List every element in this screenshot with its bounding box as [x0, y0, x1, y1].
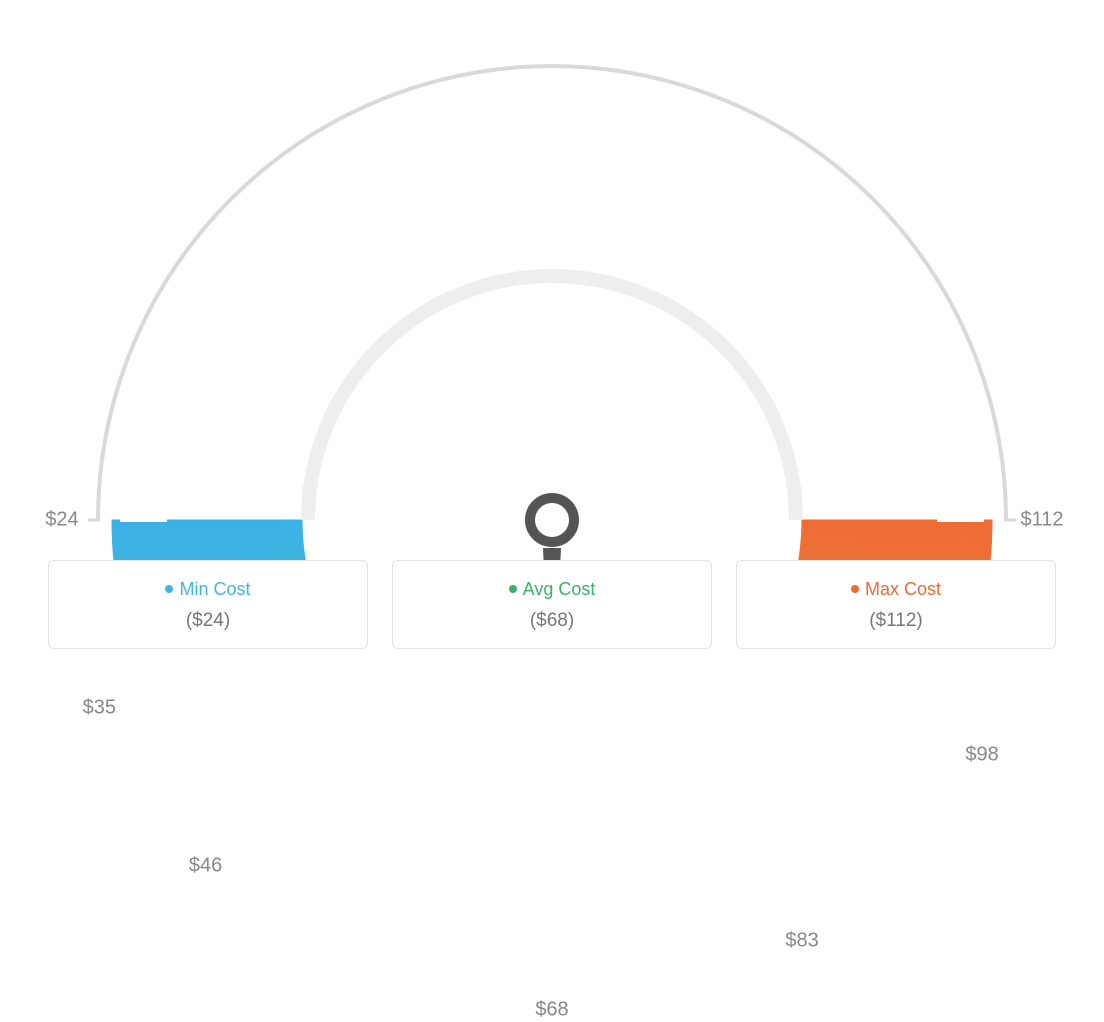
gauge-inner-ring — [308, 276, 796, 520]
legend-value: ($112) — [747, 610, 1045, 632]
legend-label: Min Cost — [179, 579, 250, 599]
gauge-svg — [0, 0, 1104, 560]
gauge-tick-label: $68 — [535, 999, 568, 1022]
legend-label: Max Cost — [865, 579, 941, 599]
legend-card-avg: Avg Cost ($68) — [392, 560, 712, 649]
gauge-tick-label: $112 — [1020, 509, 1063, 532]
legend-row: Min Cost ($24) Avg Cost ($68) Max Cost ($112) — [0, 560, 1104, 649]
legend-value: ($68) — [403, 610, 701, 632]
gauge-needle — [543, 548, 561, 560]
gauge-tick-label: $24 — [45, 509, 78, 532]
gauge-needle-hub — [530, 498, 574, 542]
gauge-tick-label: $98 — [965, 743, 998, 766]
legend-title-max: Max Cost — [747, 579, 1045, 600]
gauge-tick-label: $83 — [785, 930, 818, 953]
legend-title-avg: Avg Cost — [403, 579, 701, 600]
legend-card-max: Max Cost ($112) — [736, 560, 1056, 649]
gauge-tick-label: $35 — [83, 696, 116, 719]
gauge-tick-label: $46 — [189, 855, 222, 878]
legend-label: Avg Cost — [523, 579, 596, 599]
legend-dot-icon — [509, 585, 517, 593]
legend-dot-icon — [165, 585, 173, 593]
gauge-chart: $24$35$46$68$83$98$112 — [0, 0, 1104, 560]
legend-dot-icon — [851, 585, 859, 593]
legend-card-min: Min Cost ($24) — [48, 560, 368, 649]
gauge-guide-ring — [98, 66, 1006, 520]
legend-value: ($24) — [59, 610, 357, 632]
legend-title-min: Min Cost — [59, 579, 357, 600]
